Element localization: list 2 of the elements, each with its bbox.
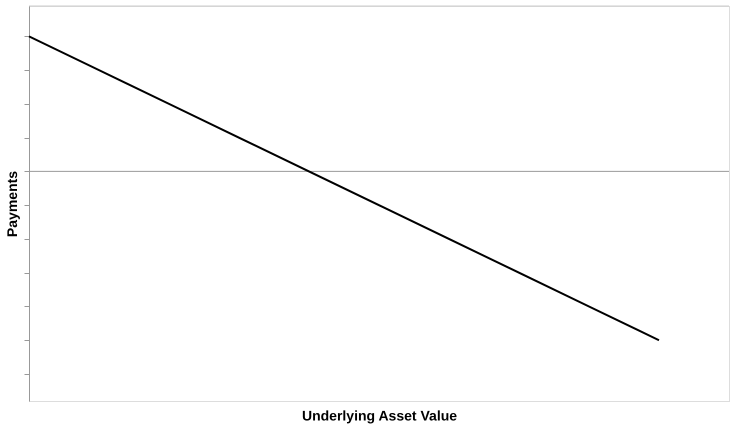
- y-axis-title: Payments: [4, 170, 20, 238]
- x-axis-title: Underlying Asset Value: [302, 408, 458, 424]
